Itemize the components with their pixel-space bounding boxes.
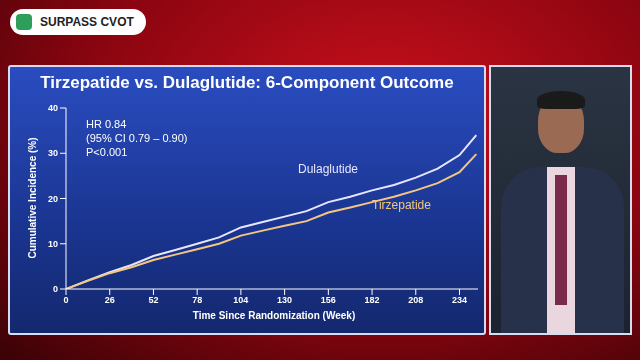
html-text:Cumulative Incidence (%): Cumulative Incidence (%) [26, 137, 38, 259]
html-text:Dulaglutide: Dulaglutide [298, 162, 358, 176]
html-text:(95% CI 0.79 – 0.90): (95% CI 0.79 – 0.90) [86, 132, 188, 144]
svg-text:26: 26 [105, 295, 115, 305]
svg-text:52: 52 [148, 295, 158, 305]
svg-text:234: 234 [452, 295, 467, 305]
html-text:Tirzepatide: Tirzepatide [372, 198, 431, 212]
svg-text:130: 130 [277, 295, 292, 305]
svg-text:0: 0 [53, 284, 58, 294]
html-text:P<0.001: P<0.001 [86, 146, 128, 158]
svg-text:10: 10 [48, 239, 58, 249]
html-text:SURPASS CVOT: SURPASS CVOT [40, 15, 134, 29]
svg-text:40: 40 [48, 103, 58, 113]
svg-text:30: 30 [48, 148, 58, 158]
svg-text:20: 20 [48, 194, 58, 204]
html-text:HR 0.84: HR 0.84 [86, 118, 127, 130]
html-text:Tirzepatide vs. Dulaglutide: 6: Tirzepatide vs. Dulaglutide: 6-Component… [40, 73, 454, 92]
svg-text:182: 182 [365, 295, 380, 305]
svg-text:208: 208 [408, 295, 423, 305]
svg-text:78: 78 [192, 295, 202, 305]
svg-text:156: 156 [321, 295, 336, 305]
svg-text:0: 0 [63, 295, 68, 305]
html-text:Time Since Randomization (Week: Time Since Randomization (Week) [192, 310, 356, 321]
svg-text:104: 104 [233, 295, 248, 305]
